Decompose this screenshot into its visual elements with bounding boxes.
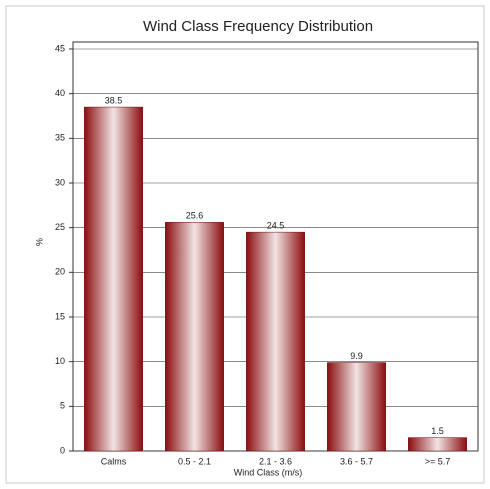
bar: [165, 222, 224, 452]
x-tick-label: >= 5.7: [425, 456, 451, 466]
y-tick-label: 5: [60, 401, 65, 411]
y-tick-label: 35: [55, 133, 65, 143]
x-tick-label: 0.5 - 2.1: [178, 456, 211, 466]
x-tick-label: 3.6 - 5.7: [340, 456, 373, 466]
bar: [84, 106, 143, 452]
y-tick-label: 10: [55, 356, 65, 366]
x-axis-label: Wind Class (m/s): [234, 467, 303, 477]
y-tick-label: 15: [55, 311, 65, 321]
y-tick-label: 25: [55, 222, 65, 232]
y-tick-label: 0: [60, 445, 65, 455]
data-label: 24.5: [267, 221, 285, 231]
x-tick-label: Calms: [101, 456, 127, 466]
bar: [408, 437, 467, 452]
bar: [327, 362, 386, 452]
y-tick-label: 40: [55, 88, 65, 98]
chart-title: Wind Class Frequency Distribution: [143, 18, 373, 35]
y-tick-label: 30: [55, 177, 65, 187]
y-axis-label: %: [34, 238, 44, 246]
data-label: 9.9: [350, 351, 363, 361]
x-tick-label: 2.1 - 3.6: [259, 456, 292, 466]
data-label: 1.5: [431, 426, 444, 436]
data-label: 38.5: [105, 95, 123, 105]
data-label: 25.6: [186, 211, 204, 221]
y-tick-label: 45: [55, 43, 65, 53]
bar: [246, 231, 305, 452]
y-tick-label: 20: [55, 267, 65, 277]
